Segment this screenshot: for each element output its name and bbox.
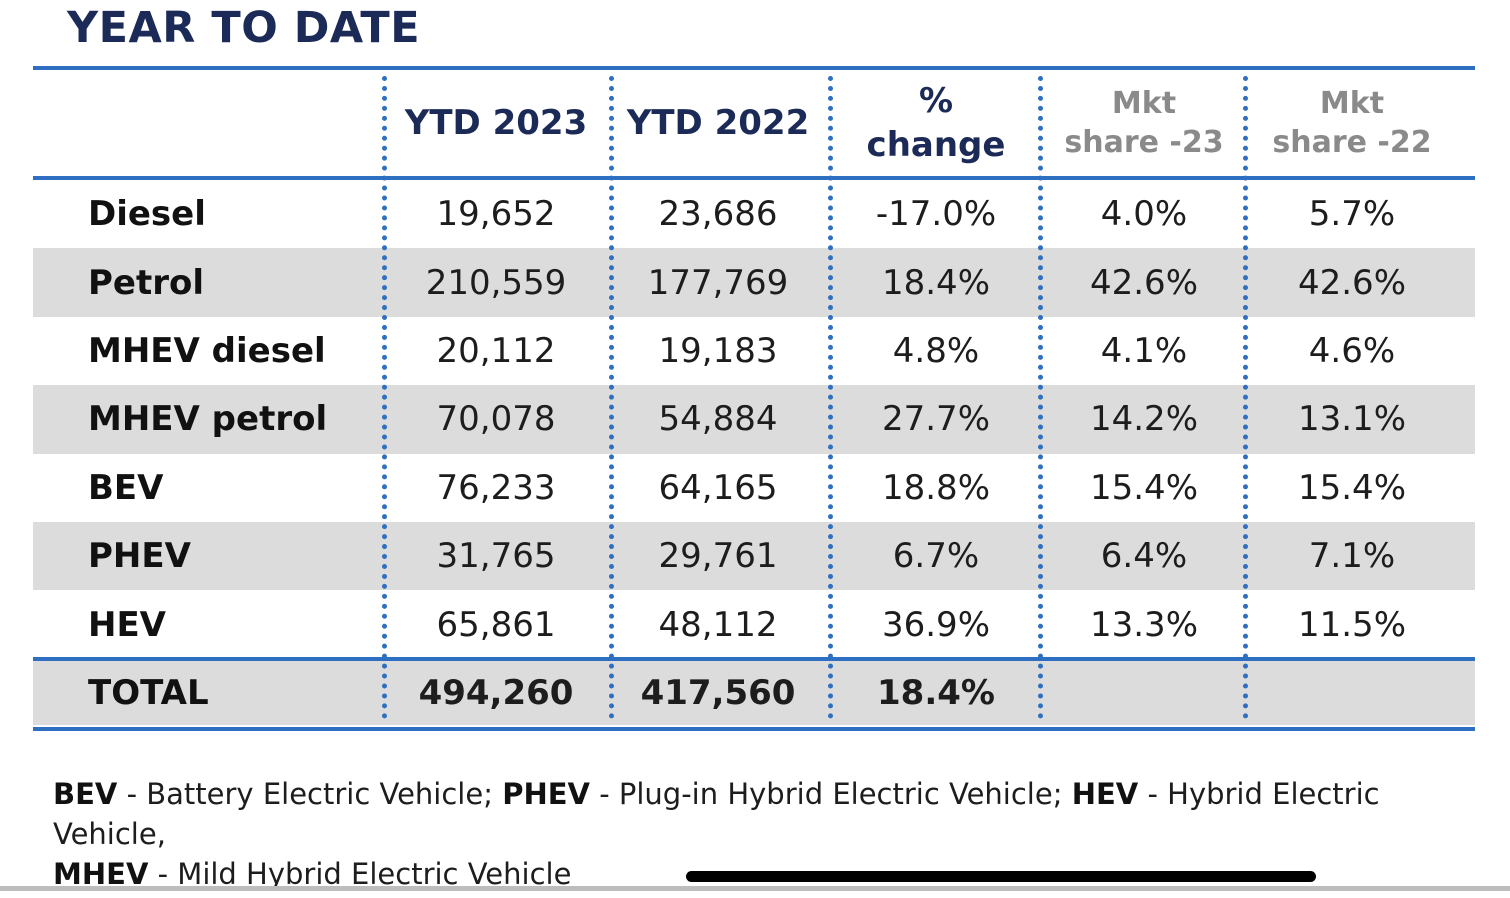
cell-ytd2023: 210,559 <box>425 262 567 303</box>
cell-ytd2022: 54,884 <box>658 399 778 440</box>
footnote-abbr: MHEV <box>53 857 149 891</box>
cell-ytd2022: 177,769 <box>647 262 789 303</box>
home-indicator[interactable] <box>686 871 1316 882</box>
cell-ytd2022: 64,165 <box>658 467 778 508</box>
cell-pct: 6.7% <box>892 536 980 577</box>
total-cell-ytd2023: 494,260 <box>418 672 574 713</box>
cell-share22: 4.6% <box>1308 330 1396 371</box>
total-top-rule <box>33 656 1475 661</box>
cell-pct: 4.8% <box>892 330 980 371</box>
footnote-text: - Mild Hybrid Electric Vehicle <box>148 857 572 891</box>
column-header-line: Mkt <box>1111 86 1177 121</box>
cell-ytd2023: 76,233 <box>436 467 556 508</box>
cell-share23: 4.1% <box>1100 330 1188 371</box>
cell-share22: 7.1% <box>1308 536 1396 577</box>
table-row: MHEV diesel 20,112 19,183 4.8% 4.1% 4.6% <box>33 317 1475 385</box>
cell-pct: 18.8% <box>881 467 990 508</box>
cell-share22: 42.6% <box>1297 262 1406 303</box>
column-header-share22: Mkt share -22 <box>1247 70 1457 176</box>
header-rule <box>33 176 1475 180</box>
cell-pct: 27.7% <box>881 399 990 440</box>
row-label: MHEV petrol <box>88 399 328 440</box>
column-header-line: % <box>918 80 954 121</box>
column-header-ytd2023: YTD 2023 <box>391 70 601 176</box>
column-header-line: YTD 2022 <box>626 102 810 143</box>
cell-ytd2022: 48,112 <box>658 604 778 645</box>
cell-ytd2022: 19,183 <box>658 330 778 371</box>
cell-ytd2023: 70,078 <box>436 399 556 440</box>
cell-pct: 18.4% <box>881 262 990 303</box>
cell-ytd2022: 29,761 <box>658 536 778 577</box>
column-divider <box>382 76 387 720</box>
footnote-abbr: PHEV <box>502 777 590 811</box>
cell-pct: -17.0% <box>875 194 997 235</box>
cell-share22: 13.1% <box>1297 399 1406 440</box>
table-row: BEV 76,233 64,165 18.8% 15.4% 15.4% <box>33 454 1475 522</box>
total-row: TOTAL 494,260 417,560 18.4% <box>33 660 1475 726</box>
total-label: TOTAL <box>88 672 209 713</box>
column-divider <box>1038 76 1043 720</box>
footnote: BEV - Battery Electric Vehicle; PHEV - P… <box>53 774 1453 894</box>
cell-ytd2023: 20,112 <box>436 330 556 371</box>
table-row: Diesel 19,652 23,686 -17.0% 4.0% 5.7% <box>33 180 1475 248</box>
cell-share22: 15.4% <box>1297 467 1406 508</box>
table-row: MHEV petrol 70,078 54,884 27.7% 14.2% 13.1% <box>33 385 1475 454</box>
cell-ytd2023: 31,765 <box>436 536 556 577</box>
page-title: YEAR TO DATE <box>67 3 421 53</box>
footnote-text: - Plug-in Hybrid Electric Vehicle; <box>589 777 1072 811</box>
column-header-line: change <box>866 125 1006 165</box>
row-label: HEV <box>88 604 166 645</box>
cell-share23: 4.0% <box>1100 194 1188 235</box>
cell-share22: 5.7% <box>1308 194 1396 235</box>
cell-ytd2022: 23,686 <box>658 194 778 235</box>
row-label: Petrol <box>88 262 205 303</box>
row-label: PHEV <box>88 536 191 577</box>
footnote-text: - Battery Electric Vehicle; <box>117 777 503 811</box>
column-header-line: YTD 2023 <box>404 102 588 143</box>
table-row: Petrol 210,559 177,769 18.4% 42.6% 42.6% <box>33 248 1475 317</box>
cell-ytd2023: 19,652 <box>436 194 556 235</box>
column-divider <box>609 76 614 720</box>
footnote-text: - Hybrid Electric Vehicle, <box>53 777 1380 851</box>
total-cell-pct: 18.4% <box>877 672 995 713</box>
row-label: MHEV diesel <box>88 330 326 371</box>
cell-share23: 6.4% <box>1100 536 1188 577</box>
column-divider <box>828 76 833 720</box>
table-row: HEV 65,861 48,112 36.9% 13.3% 11.5% <box>33 590 1475 658</box>
cell-share22: 11.5% <box>1297 604 1406 645</box>
column-header-line: share -23 <box>1064 125 1224 160</box>
column-header-ytd2022: YTD 2022 <box>613 70 823 176</box>
cell-share23: 15.4% <box>1089 467 1198 508</box>
column-header-share23: Mkt share -23 <box>1039 70 1249 176</box>
table-bottom-rule <box>33 727 1475 732</box>
cell-pct: 36.9% <box>881 604 990 645</box>
cell-share23: 42.6% <box>1089 262 1198 303</box>
total-cell-share23 <box>1039 661 1249 725</box>
total-cell-ytd2022: 417,560 <box>640 672 796 713</box>
ytd-table: YTD 2023 YTD 2022% change Mkt share -23 Mkt sh… <box>33 66 1475 736</box>
column-header-line: share -22 <box>1272 125 1432 160</box>
column-header-pct: % change <box>831 70 1041 176</box>
cell-share23: 13.3% <box>1089 604 1198 645</box>
bottom-divider <box>0 886 1510 891</box>
cell-share23: 14.2% <box>1089 399 1198 440</box>
row-label: BEV <box>88 467 164 508</box>
total-cell-share22 <box>1247 661 1457 725</box>
table-top-rule <box>33 66 1475 70</box>
column-divider <box>1243 76 1248 720</box>
table-row: PHEV 31,765 29,761 6.7% 6.4% 7.1% <box>33 522 1475 591</box>
column-header-line: Mkt <box>1319 86 1385 121</box>
footnote-abbr: HEV <box>1071 777 1139 811</box>
cell-ytd2023: 65,861 <box>436 604 556 645</box>
footnote-abbr: BEV <box>53 777 118 811</box>
row-label: Diesel <box>88 194 206 235</box>
